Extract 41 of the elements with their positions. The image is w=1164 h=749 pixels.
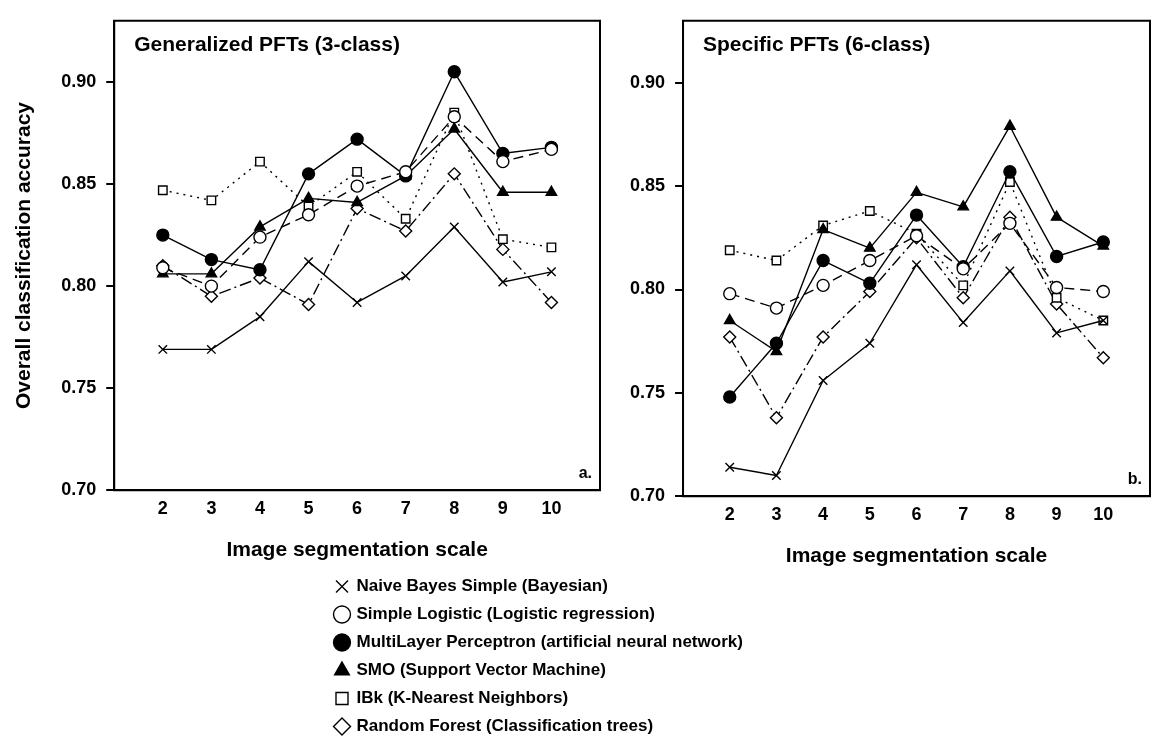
legend-label: MultiLayer Perceptron (artificial neural network) (356, 632, 743, 652)
x-tick-label: 6 (911, 503, 922, 524)
text: Generalized PFTs (3-class) (134, 31, 400, 55)
x-axis-title: Image segmentation scale (785, 543, 1048, 567)
y-tick-label: 0.85 (629, 175, 666, 196)
legend-label: Simple Logistic (Logistic regression) (356, 604, 655, 624)
x-tick-label: 4 (818, 503, 829, 524)
x-tick-label: 8 (1004, 503, 1015, 524)
y-tick-label: 0.80 (61, 275, 97, 296)
legend-label: IBk (K-Nearest Neighbors) (356, 688, 569, 708)
legend-label: SMO (Support Vector Machine) (356, 660, 606, 680)
annotation: b. (1127, 470, 1142, 488)
x-tick-label: 2 (157, 497, 168, 518)
y-axis-title: Overall classification accuracy (11, 101, 35, 410)
x-tick-label: 9 (497, 497, 508, 518)
x-tick-label: 10 (1093, 503, 1114, 524)
y-tick-label: 0.90 (629, 71, 666, 92)
x-tick-label: 9 (1051, 503, 1062, 524)
y-tick-label: 0.75 (629, 381, 666, 402)
y-tick-label: 0.75 (61, 377, 97, 398)
y-tick-label: 0.80 (629, 278, 666, 299)
annotation: a. (578, 464, 592, 482)
y-tick-label: 0.70 (629, 485, 666, 506)
x-tick-label: 3 (771, 503, 782, 524)
x-tick-label: 3 (206, 497, 217, 518)
x-tick-label: 7 (958, 503, 969, 524)
x-tick-label: 6 (352, 497, 363, 518)
y-tick-label: 0.90 (61, 70, 97, 91)
y-tick-label: 0.85 (61, 173, 97, 194)
x-tick-label: 5 (864, 503, 875, 524)
x-tick-label: 7 (400, 497, 411, 518)
y-tick-label: 0.70 (61, 479, 97, 500)
x-axis-title: Image segmentation scale (226, 537, 488, 561)
x-tick-label: 8 (449, 497, 460, 518)
x-tick-label: 5 (303, 497, 314, 518)
x-tick-label: 4 (254, 497, 265, 518)
x-tick-label: 10 (541, 497, 562, 518)
text: Specific PFTs (6-class) (703, 31, 931, 55)
x-tick-label: 2 (724, 503, 735, 524)
legend-label: Random Forest (Classification trees) (356, 716, 654, 736)
legend-label: Naive Bayes Simple (Bayesian) (356, 576, 608, 596)
